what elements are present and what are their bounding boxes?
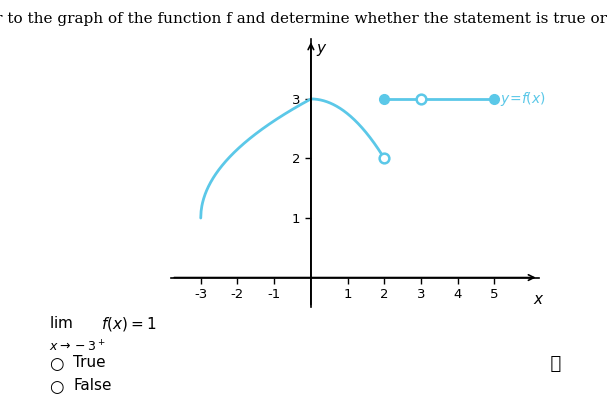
Text: ○: ○: [49, 355, 64, 373]
Text: Refer to the graph of the function f and determine whether the statement is true: Refer to the graph of the function f and…: [0, 12, 612, 26]
Text: $\lim$: $\lim$: [49, 315, 73, 331]
Text: ⓘ: ⓘ: [539, 355, 561, 373]
Text: $x$: $x$: [533, 292, 544, 307]
Text: $x \to -3^+$: $x \to -3^+$: [49, 339, 105, 354]
Text: $y$: $y$: [316, 43, 328, 58]
Text: ○: ○: [49, 378, 64, 394]
Text: $y\!=\!f(x)$: $y\!=\!f(x)$: [500, 90, 546, 108]
Text: False: False: [73, 378, 112, 393]
Text: $f(x) = 1$: $f(x) = 1$: [101, 315, 156, 333]
Text: True: True: [73, 355, 106, 370]
